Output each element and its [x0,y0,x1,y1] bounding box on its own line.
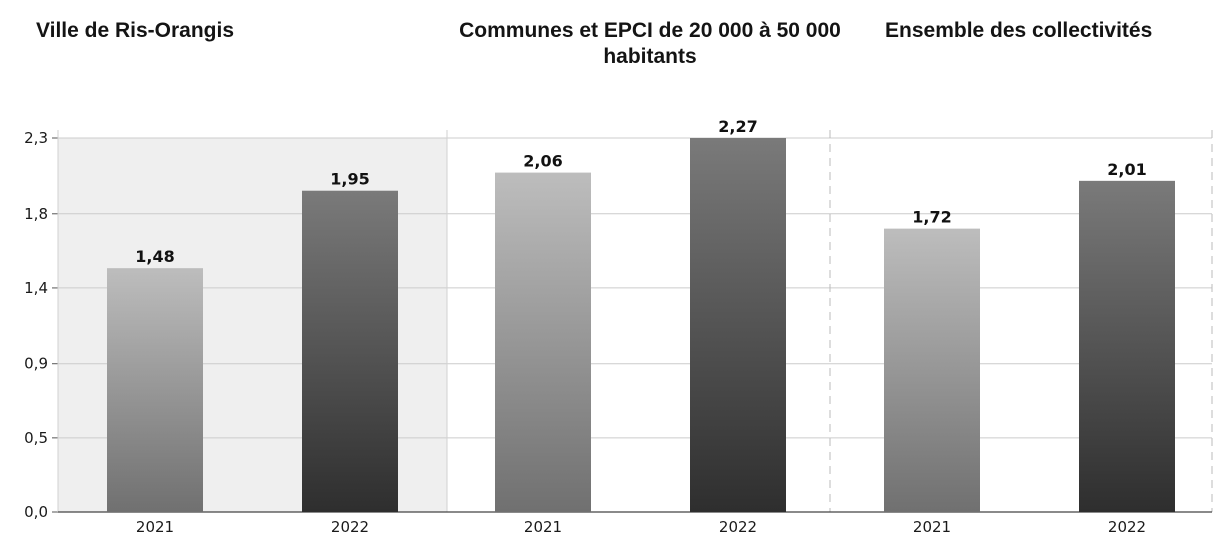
bar-value-label: 1,48 [135,247,174,266]
y-tick-label: 2,3 [24,129,48,147]
panel-title-ensemble: Ensemble des collectivités [885,19,1153,42]
x-tick-label: 2021 [136,518,174,536]
bar-value-label: 1,72 [912,208,951,227]
y-tick-label: 0,5 [24,429,48,447]
panel-title-communes-epci: Communes et EPCI de 20 000 à 50 000 habi… [459,19,841,68]
bar-2022 [302,190,398,512]
bar-value-label: 1,95 [330,170,369,189]
bar-value-label: 2,27 [718,117,757,136]
bar-value-label: 2,01 [1107,160,1146,179]
y-tick-label: 1,8 [24,205,48,223]
y-tick-label: 0,9 [24,355,48,373]
x-tick-label: 2021 [913,518,951,536]
y-tick-label: 1,4 [24,279,48,297]
bar-2021 [107,268,203,512]
panel-title-ris-orangis: Ville de Ris-Orangis [36,19,235,42]
bar-2021 [884,228,980,512]
bar-value-label: 2,06 [523,152,562,171]
x-tick-label: 2022 [1108,518,1146,536]
x-tick-label: 2022 [719,518,757,536]
x-tick-label: 2021 [524,518,562,536]
bar-2021 [495,172,591,512]
bar-2022 [690,138,786,512]
y-tick-label: 0,0 [24,503,48,521]
bar-2022 [1079,180,1175,512]
x-tick-label: 2022 [331,518,369,536]
